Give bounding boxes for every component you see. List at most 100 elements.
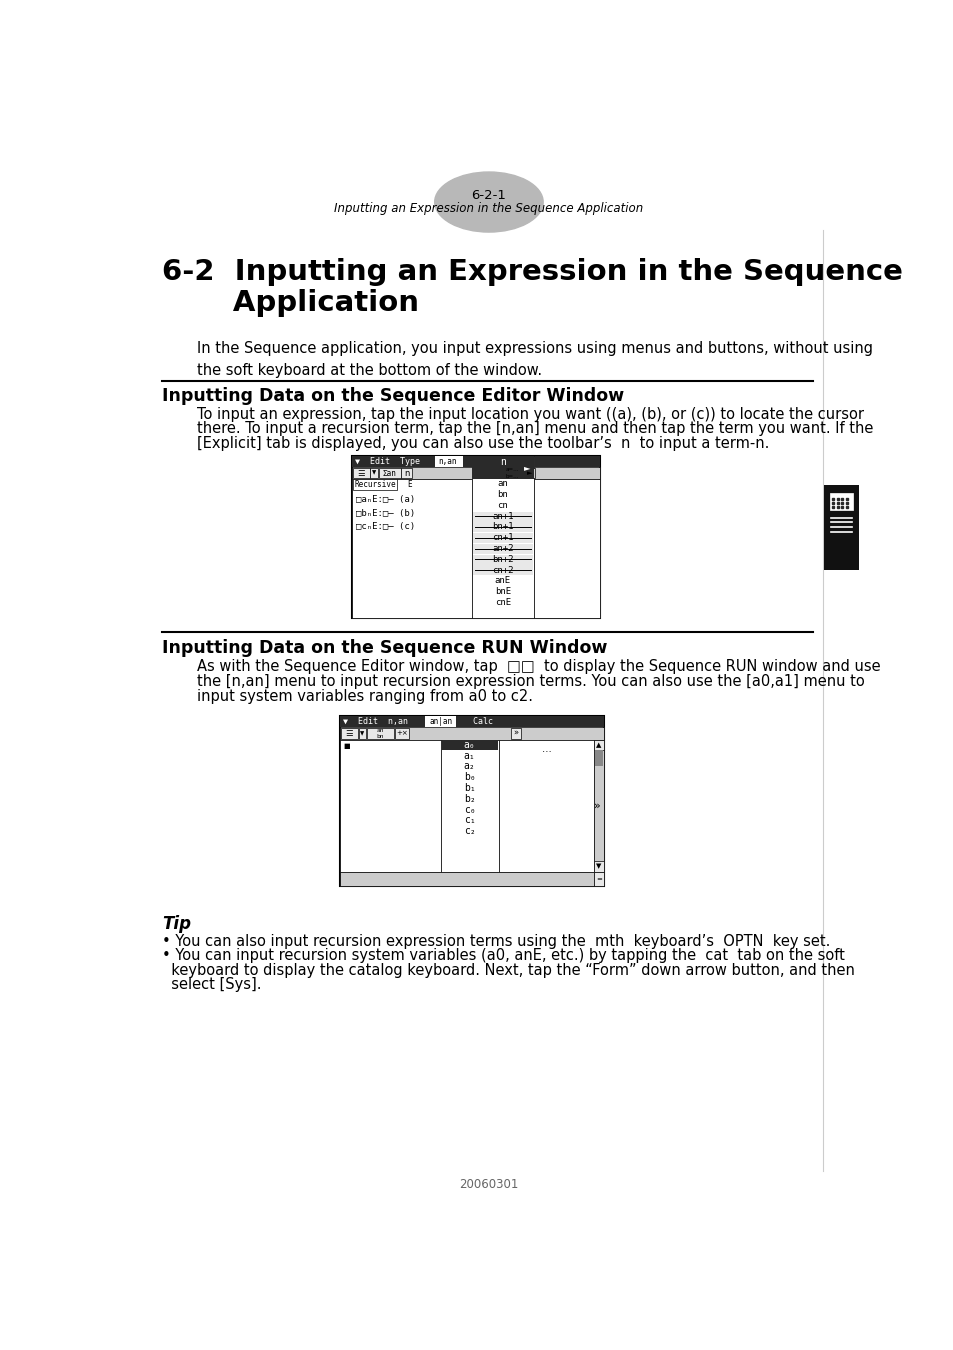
Text: bn+2: bn+2 [492,555,513,564]
Text: ☰: ☰ [345,729,353,738]
Text: • You can also input recursion expression terms using the  mth  keyboard’s  OPTN: • You can also input recursion expressio… [162,934,829,949]
Bar [472,512,533,521]
Bar [352,479,472,618]
Text: b₂: b₂ [463,794,475,803]
Bar [472,566,533,575]
Bar [829,493,852,510]
Text: ☰: ☰ [357,468,364,478]
Bar [378,467,400,478]
Bar [594,740,603,751]
Text: 6-2  Inputting an Expression in the Sequence: 6-2 Inputting an Expression in the Seque… [162,258,902,286]
Text: Inputting an Expression in the Sequence Application: Inputting an Expression in the Sequence … [334,201,643,215]
Text: Inputting Data on the Sequence Editor Window: Inputting Data on the Sequence Editor Wi… [162,387,623,405]
Text: E: E [407,481,412,489]
Text: To input an expression, tap the input location you want ((a), (b), or (c)) to lo: To input an expression, tap the input lo… [196,406,862,421]
Bar [472,533,533,543]
Bar [401,467,412,478]
Text: bn: bn [497,490,508,500]
Bar [352,456,599,618]
Text: a=…
b=…: a=… b=… [505,467,518,479]
Bar [498,740,594,872]
Text: ◆: ◆ [468,458,477,466]
Text: a₀: a₀ [463,740,475,749]
Text: an+1: an+1 [492,512,513,521]
Text: =: = [596,876,601,882]
Text: bn+1: bn+1 [492,522,513,532]
Bar [352,467,599,479]
Bar [472,522,533,532]
Text: cnE: cnE [495,598,511,608]
Text: n: n [499,456,505,467]
Text: an: an [497,479,508,489]
Bar [435,456,463,467]
Text: cn+1: cn+1 [492,533,513,543]
Bar [340,728,357,738]
Bar [524,467,535,478]
Bar [595,751,602,765]
Bar [534,479,599,618]
Bar [594,872,603,886]
Text: there. To input a recursion term, tap the [n,an] menu and then tap the term you : there. To input a recursion term, tap th… [196,421,872,436]
Bar [425,717,456,728]
Bar [340,872,594,886]
Bar [352,456,599,467]
Text: ▼: ▼ [372,471,375,475]
Bar [440,740,498,872]
Text: ▼: ▼ [360,730,364,736]
Text: • You can input recursion system variables (a0, anE, etc.) by tapping the  cat  : • You can input recursion system variabl… [162,948,843,963]
Bar [395,728,409,738]
Text: b₀: b₀ [463,772,475,782]
Text: ►: ► [527,470,532,477]
Text: c₂: c₂ [463,826,475,836]
Text: c₁: c₁ [463,815,475,825]
Text: a₂: a₂ [463,761,475,771]
Text: anE: anE [495,576,511,586]
Bar [367,728,394,738]
Bar [823,486,858,570]
Text: As with the Sequence Editor window, tap  □□  to display the Sequence RUN window : As with the Sequence Editor window, tap … [196,659,880,675]
Text: Recursive: Recursive [354,481,395,489]
Text: ►: ► [524,463,531,472]
Text: b₁: b₁ [463,783,475,792]
Bar [340,740,440,872]
Text: ▼: ▼ [596,864,601,869]
Text: the [n,an] menu to input recursion expression terms. You can also use the [a0,a1: the [n,an] menu to input recursion expre… [196,674,863,688]
Bar [340,717,603,886]
Text: In the Sequence application, you input expressions using menus and buttons, with: In the Sequence application, you input e… [196,340,872,378]
Bar [472,456,534,479]
Bar [594,861,603,872]
Text: □bₙE:□– (b): □bₙE:□– (b) [355,509,415,517]
Text: 20060301: 20060301 [458,1179,518,1192]
Bar [472,456,534,618]
Text: cn: cn [497,501,508,510]
Text: an
bn: an bn [376,728,384,738]
Text: select [Sys].: select [Sys]. [162,977,261,992]
Text: ▼  Edit  Type: ▼ Edit Type [355,458,430,466]
Bar [370,467,377,478]
Text: ▲: ▲ [596,743,601,748]
Text: □cₙE:□– (c): □cₙE:□– (c) [355,522,415,532]
Text: »: » [513,729,518,738]
Text: 6-2-1: 6-2-1 [471,189,506,201]
Bar [353,479,397,490]
Text: a₁: a₁ [463,751,475,760]
Text: ■: ■ [343,743,350,749]
Text: input system variables ranging from a0 to c2.: input system variables ranging from a0 t… [196,688,532,703]
Text: »: » [594,801,600,811]
Text: Tip: Tip [162,915,191,933]
Text: n,an: n,an [438,458,456,466]
Text: +×: +× [395,730,408,736]
Bar [500,467,523,478]
Bar [358,728,366,738]
Bar [472,555,533,564]
Text: ▼  Edit  n,an: ▼ Edit n,an [343,717,417,726]
Bar [472,544,533,554]
Text: Calc: Calc [462,717,492,726]
Text: Inputting Data on the Sequence RUN Window: Inputting Data on the Sequence RUN Windo… [162,639,607,656]
Text: an+2: an+2 [492,544,513,554]
Bar [340,728,603,740]
Text: n: n [404,468,409,478]
Bar [340,717,603,728]
Text: …: … [541,744,551,753]
Bar [441,740,497,751]
